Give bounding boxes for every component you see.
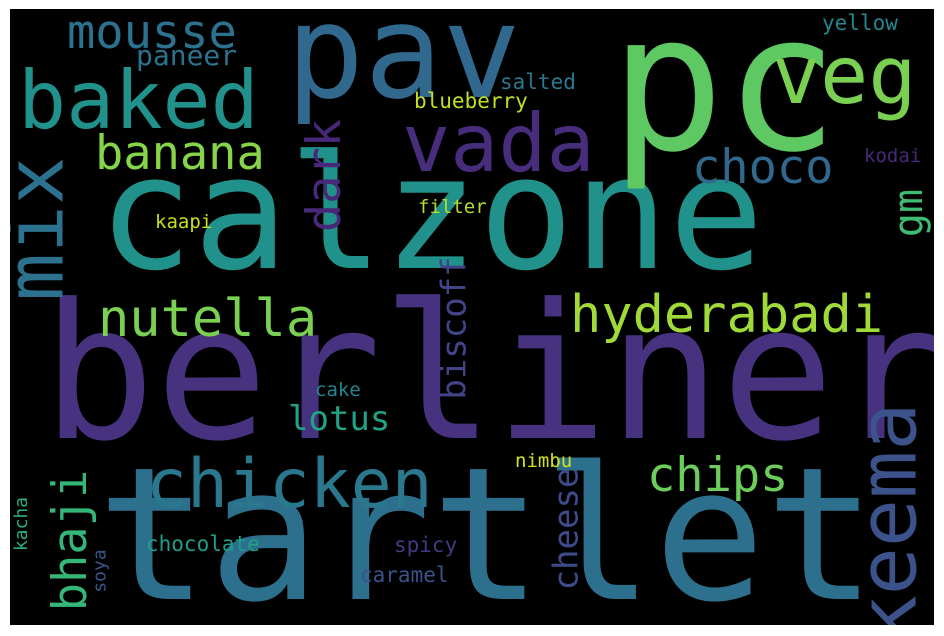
word-gm: gm: [886, 188, 933, 238]
word-yellow: yellow: [822, 11, 898, 35]
word-hyderabadi: hyderabadi: [570, 285, 884, 345]
word-pav: pav: [286, 9, 521, 128]
word-salted: salted: [500, 70, 576, 94]
word-calzone: calzone: [98, 122, 764, 306]
word-lotus: lotus: [288, 399, 391, 439]
word-keema: keema: [841, 402, 934, 625]
word-bhaji: bhaji: [43, 469, 99, 612]
word-nutella: nutella: [98, 289, 318, 349]
word-blueberry: blueberry: [414, 89, 528, 113]
word-kaapi: kaapi: [155, 211, 213, 233]
word-mix: mix: [10, 156, 82, 302]
word-chocolate: chocolate: [146, 532, 260, 556]
word-chips: chips: [647, 448, 789, 503]
word-kodai: kodai: [864, 145, 922, 167]
word-banana: banana: [95, 126, 265, 181]
word-caramel: caramel: [360, 563, 449, 587]
word-biscoff: biscoff: [434, 256, 475, 400]
word-spicy: spicy: [394, 533, 458, 557]
word-baked: baked: [18, 54, 259, 147]
word-vada: vada: [402, 97, 595, 190]
word-chicken: chicken: [146, 445, 433, 524]
word-choco: choco: [692, 140, 834, 195]
word-mousse: mousse: [67, 9, 237, 60]
word-pc: pc: [610, 9, 839, 194]
word-cake: cake: [315, 379, 361, 401]
word-filter: filter: [418, 196, 487, 218]
word-soya: soya: [89, 549, 111, 593]
word-cheese: cheese: [546, 467, 587, 591]
word-tartlet: tartlet: [97, 427, 877, 626]
word-berliner: berliner: [42, 264, 934, 483]
word-paneer: paneer: [136, 39, 238, 72]
word-kacha: kacha: [11, 496, 33, 552]
word-cloud: berliner tartlet calzone pc pav vada bak…: [10, 9, 934, 625]
word-veg: veg: [772, 29, 917, 122]
word-nimbu: nimbu: [515, 450, 573, 472]
word-dark: dark: [297, 118, 353, 233]
